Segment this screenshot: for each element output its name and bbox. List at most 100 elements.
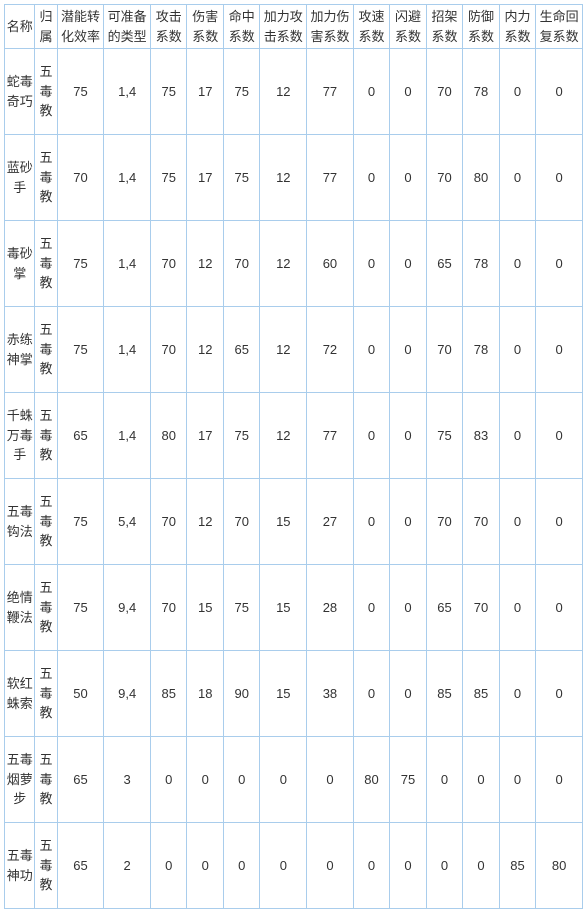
cell-type: 5,4 [104, 479, 151, 565]
cell-faction: 五毒教 [35, 651, 57, 737]
cell-def: 0 [463, 737, 500, 823]
cell-dmg: 18 [187, 651, 224, 737]
cell-faction: 五毒教 [35, 307, 57, 393]
cell-spd: 0 [353, 651, 390, 737]
cell-regen: 0 [536, 737, 583, 823]
col-header-fdmg: 加力伤害系数 [307, 5, 354, 49]
cell-dodge: 0 [390, 49, 427, 135]
cell-name: 千蛛万毒手 [5, 393, 35, 479]
cell-inner: 0 [499, 135, 536, 221]
col-header-atk: 攻击系数 [150, 5, 187, 49]
cell-name: 绝情鞭法 [5, 565, 35, 651]
cell-dmg: 17 [187, 135, 224, 221]
cell-atk: 70 [150, 479, 187, 565]
cell-atk: 70 [150, 307, 187, 393]
cell-def: 78 [463, 49, 500, 135]
cell-name: 软红蛛索 [5, 651, 35, 737]
cell-regen: 0 [536, 479, 583, 565]
cell-conv: 75 [57, 307, 104, 393]
cell-hit: 90 [223, 651, 260, 737]
col-header-inner: 内力系数 [499, 5, 536, 49]
table-body: 蛇毒奇巧五毒教751,4751775127700707800蓝砂手五毒教701,… [5, 49, 583, 909]
cell-spd: 0 [353, 135, 390, 221]
cell-parry: 70 [426, 49, 463, 135]
cell-inner: 0 [499, 49, 536, 135]
cell-atk: 85 [150, 651, 187, 737]
cell-regen: 0 [536, 651, 583, 737]
cell-fatk: 0 [260, 737, 307, 823]
cell-dodge: 0 [390, 565, 427, 651]
table-row: 五毒钩法五毒教755,4701270152700707000 [5, 479, 583, 565]
cell-type: 2 [104, 823, 151, 909]
table-row: 五毒神功五毒教6520000000008580 [5, 823, 583, 909]
cell-dodge: 0 [390, 823, 427, 909]
cell-def: 70 [463, 479, 500, 565]
cell-dodge: 0 [390, 221, 427, 307]
col-header-dmg: 伤害系数 [187, 5, 224, 49]
cell-fatk: 12 [260, 49, 307, 135]
cell-name: 五毒神功 [5, 823, 35, 909]
cell-fdmg: 77 [307, 393, 354, 479]
cell-spd: 0 [353, 393, 390, 479]
cell-parry: 85 [426, 651, 463, 737]
cell-parry: 0 [426, 823, 463, 909]
cell-fdmg: 72 [307, 307, 354, 393]
cell-type: 1,4 [104, 393, 151, 479]
cell-spd: 0 [353, 49, 390, 135]
cell-regen: 0 [536, 135, 583, 221]
cell-name: 五毒钩法 [5, 479, 35, 565]
cell-spd: 0 [353, 565, 390, 651]
cell-faction: 五毒教 [35, 135, 57, 221]
cell-type: 3 [104, 737, 151, 823]
cell-type: 1,4 [104, 221, 151, 307]
cell-name: 毒砂掌 [5, 221, 35, 307]
col-header-hit: 命中系数 [223, 5, 260, 49]
cell-regen: 0 [536, 565, 583, 651]
table-header-row: 名称 归属 潜能转化效率 可准备的类型 攻击系数 伤害系数 命中系数 加力攻击系… [5, 5, 583, 49]
cell-faction: 五毒教 [35, 565, 57, 651]
cell-type: 1,4 [104, 49, 151, 135]
cell-hit: 75 [223, 565, 260, 651]
cell-faction: 五毒教 [35, 479, 57, 565]
col-header-def: 防御系数 [463, 5, 500, 49]
cell-fatk: 15 [260, 565, 307, 651]
cell-inner: 85 [499, 823, 536, 909]
col-header-faction: 归属 [35, 5, 57, 49]
cell-faction: 五毒教 [35, 737, 57, 823]
cell-fatk: 12 [260, 393, 307, 479]
cell-hit: 70 [223, 221, 260, 307]
cell-fatk: 15 [260, 479, 307, 565]
cell-regen: 0 [536, 49, 583, 135]
cell-type: 1,4 [104, 135, 151, 221]
cell-parry: 65 [426, 565, 463, 651]
cell-conv: 75 [57, 565, 104, 651]
cell-def: 0 [463, 823, 500, 909]
cell-spd: 0 [353, 307, 390, 393]
cell-dmg: 0 [187, 737, 224, 823]
cell-hit: 70 [223, 479, 260, 565]
cell-fatk: 0 [260, 823, 307, 909]
cell-fdmg: 27 [307, 479, 354, 565]
cell-inner: 0 [499, 307, 536, 393]
table-row: 软红蛛索五毒教509,4851890153800858500 [5, 651, 583, 737]
cell-atk: 75 [150, 135, 187, 221]
col-header-dodge: 闪避系数 [390, 5, 427, 49]
cell-type: 9,4 [104, 651, 151, 737]
cell-dmg: 12 [187, 307, 224, 393]
cell-inner: 0 [499, 737, 536, 823]
cell-inner: 0 [499, 565, 536, 651]
cell-dodge: 0 [390, 307, 427, 393]
cell-dmg: 17 [187, 393, 224, 479]
cell-atk: 0 [150, 737, 187, 823]
cell-def: 83 [463, 393, 500, 479]
skill-stats-table: 名称 归属 潜能转化效率 可准备的类型 攻击系数 伤害系数 命中系数 加力攻击系… [4, 4, 583, 909]
cell-fatk: 12 [260, 135, 307, 221]
cell-def: 70 [463, 565, 500, 651]
cell-spd: 80 [353, 737, 390, 823]
cell-atk: 70 [150, 221, 187, 307]
table-row: 毒砂掌五毒教751,4701270126000657800 [5, 221, 583, 307]
cell-type: 9,4 [104, 565, 151, 651]
cell-fdmg: 77 [307, 49, 354, 135]
table-row: 千蛛万毒手五毒教651,4801775127700758300 [5, 393, 583, 479]
cell-dodge: 0 [390, 135, 427, 221]
